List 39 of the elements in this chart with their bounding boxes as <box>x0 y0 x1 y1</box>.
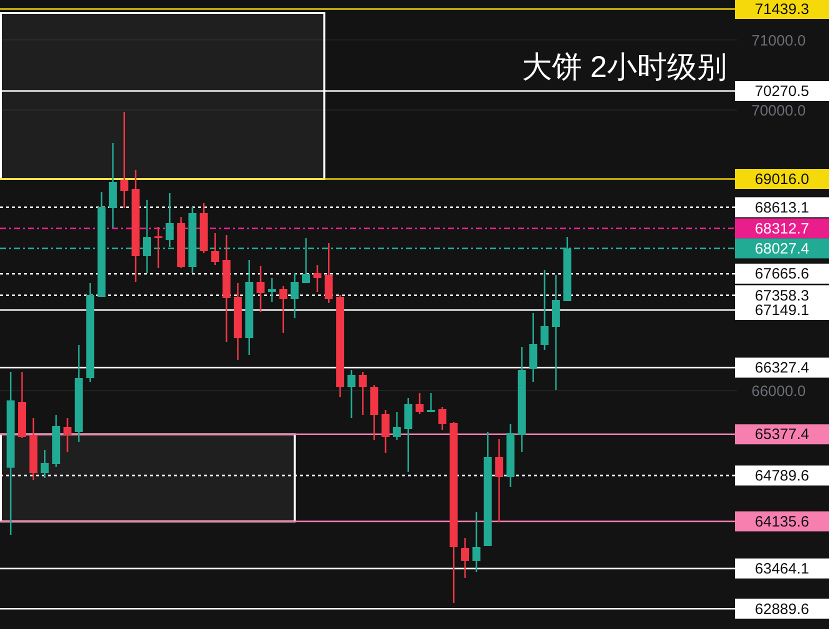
candlestick <box>268 277 276 303</box>
candlestick <box>290 272 299 319</box>
candlestick <box>40 449 49 479</box>
candlestick <box>472 511 480 573</box>
candlestick <box>382 409 390 454</box>
candlestick <box>63 417 72 453</box>
ref-line-label: 63464.1 <box>754 560 810 578</box>
y-tick-label: 70000.0 <box>752 102 806 120</box>
text: 大饼 2小时级别 <box>522 51 727 84</box>
candlestick <box>461 537 470 579</box>
ref-line-label: 67149.1 <box>754 302 810 319</box>
ref-line-label: 64789.6 <box>754 467 810 484</box>
candlestick <box>120 111 128 209</box>
ref-line-label: 67665.6 <box>754 266 810 283</box>
candlestick <box>211 232 220 266</box>
y-tick-label: 66000.0 <box>752 383 806 400</box>
ref-line-label: 62889.6 <box>754 600 810 618</box>
ref-line-label: 64135.6 <box>754 513 810 530</box>
ref-line-label: 68613.1 <box>754 199 810 216</box>
candlestick <box>438 406 446 431</box>
candlestick <box>256 265 265 313</box>
candlestick <box>313 264 322 293</box>
y-tick-label: 71000.0 <box>752 32 806 50</box>
ref-line-label: 68027.4 <box>754 240 810 258</box>
candlestick <box>540 269 549 351</box>
candlestick <box>279 285 288 334</box>
candlestick <box>347 369 356 419</box>
ref-line-label: 70270.5 <box>754 83 810 100</box>
ref-line-label: 68312.7 <box>754 220 810 238</box>
ref-line-label: 65377.4 <box>754 426 810 444</box>
candlestick <box>495 438 504 523</box>
ref-line-label: 66327.4 <box>754 360 810 377</box>
ref-line-label: 69016.0 <box>754 171 810 188</box>
candlestick <box>416 392 424 415</box>
candlestick <box>392 411 401 441</box>
candlestick <box>358 371 367 416</box>
candlestick <box>426 392 435 413</box>
ref-line-label: 71439.3 <box>754 1 810 18</box>
ref-line-label: 67358.3 <box>754 287 810 304</box>
